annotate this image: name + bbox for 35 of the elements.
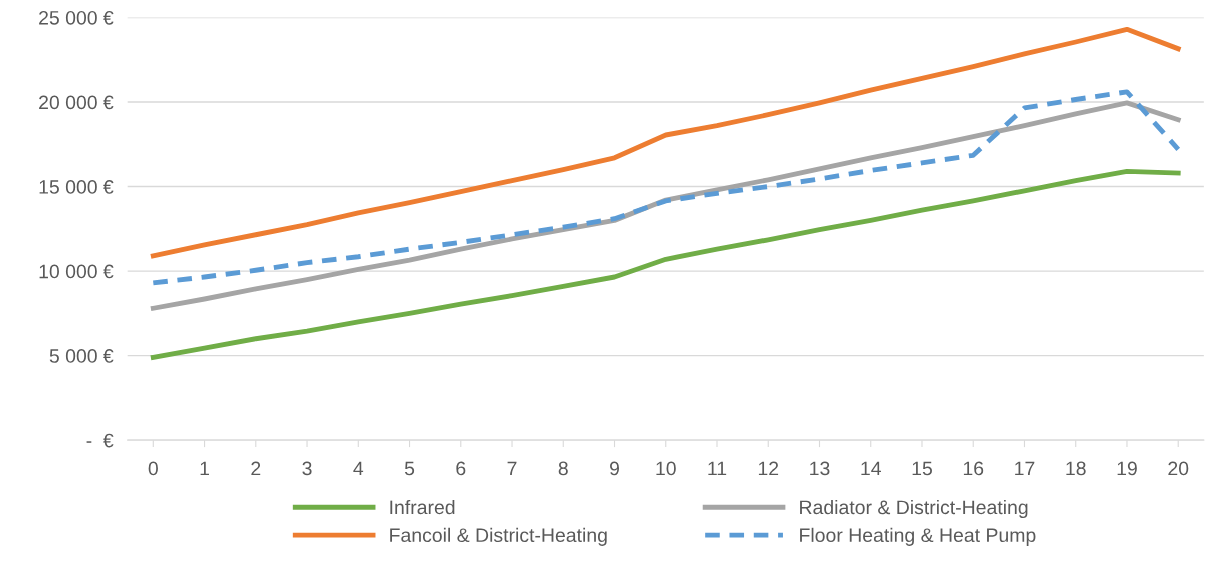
y-tick-label: 5 000 €	[49, 349, 114, 363]
x-tick-label: 17	[1015, 461, 1035, 476]
x-tick-label: 11	[708, 461, 727, 476]
x-tick-label: 4	[353, 461, 364, 476]
x-tick-label: 14	[861, 461, 881, 476]
line-series	[150, 168, 1181, 360]
legend-label: Fancoil & District-Heating	[390, 527, 607, 546]
x-tick-label: 0	[148, 461, 158, 476]
line-series	[150, 89, 1181, 286]
x-tick-label: 16	[963, 461, 984, 476]
x-tick-label: 12	[758, 461, 779, 476]
x-tick-label: 20	[1168, 461, 1189, 476]
y-tick-label: 15 000 €	[39, 180, 114, 194]
x-tick-label: 13	[810, 461, 830, 476]
x-tick-label: 19	[1117, 461, 1137, 476]
x-tick-label: 1	[200, 461, 210, 476]
x-tick-label: 18	[1066, 461, 1086, 476]
y-tick-label: - €	[86, 433, 114, 448]
x-tick-label: 15	[912, 461, 932, 476]
x-tick-label: 7	[507, 461, 517, 476]
legend-label: Infrared	[390, 499, 455, 515]
x-tick-label: 10	[656, 461, 676, 476]
x-tick-label: 9	[610, 461, 619, 476]
legend-label: Floor Heating & Heat Pump	[800, 527, 1036, 546]
y-tick-label: 25 000 €	[39, 10, 114, 25]
x-tick-label: 6	[456, 461, 466, 476]
x-tick-label: 3	[302, 461, 312, 476]
x-tick-label: 5	[404, 461, 415, 476]
x-tick-label: 2	[251, 461, 261, 476]
line-series	[150, 26, 1181, 259]
line-series	[150, 100, 1181, 311]
legend-label: Radiator & District-Heating	[800, 499, 1028, 519]
x-tick-label: 8	[558, 461, 568, 476]
y-tick-label: 10 000 €	[39, 264, 114, 279]
y-tick-label: 20 000 €	[39, 95, 114, 110]
